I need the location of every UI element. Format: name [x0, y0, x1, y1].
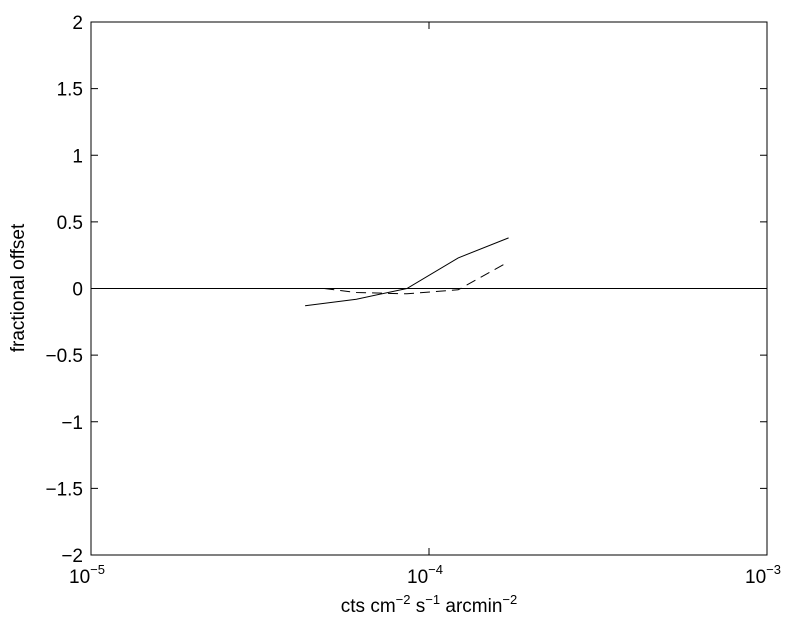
- y-tick-label: 1: [72, 146, 83, 167]
- x-label-part: s: [410, 596, 425, 617]
- y-tick-label: 0: [72, 280, 83, 301]
- x-tick-label: 10−5: [69, 562, 105, 588]
- y-tick-label: −1.5: [45, 479, 83, 500]
- y-tick-label: 2: [72, 13, 83, 34]
- series-line-solid: [305, 237, 509, 307]
- x-label-part: arcmin: [440, 596, 502, 617]
- x-label-exp: −1: [425, 592, 440, 607]
- x-label-exp: −2: [396, 592, 411, 607]
- y-tick-label: −1: [61, 413, 83, 434]
- x-tick-exp: −3: [766, 562, 781, 577]
- x-tick-label: 10−3: [745, 562, 781, 588]
- series-line-dashed: [324, 261, 509, 295]
- x-tick-label: 10−4: [407, 562, 443, 588]
- y-tick-label: 1.5: [57, 80, 83, 101]
- y-tick-label: 0.5: [57, 213, 83, 234]
- x-label-exp: −2: [502, 592, 517, 607]
- x-tick-exp: −4: [428, 562, 443, 577]
- x-tick-base: 10: [407, 567, 428, 588]
- x-tick-exp: −5: [90, 562, 105, 577]
- x-tick-base: 10: [69, 567, 90, 588]
- x-tick-base: 10: [745, 567, 766, 588]
- y-axis-label: fractional offset: [8, 223, 29, 352]
- y-tick-label: −2: [61, 546, 83, 567]
- x-axis-label: cts cm−2 s−1 arcmin−2: [341, 592, 517, 617]
- y-tick-label: −0.5: [45, 346, 83, 367]
- x-label-part: cts cm: [341, 596, 396, 617]
